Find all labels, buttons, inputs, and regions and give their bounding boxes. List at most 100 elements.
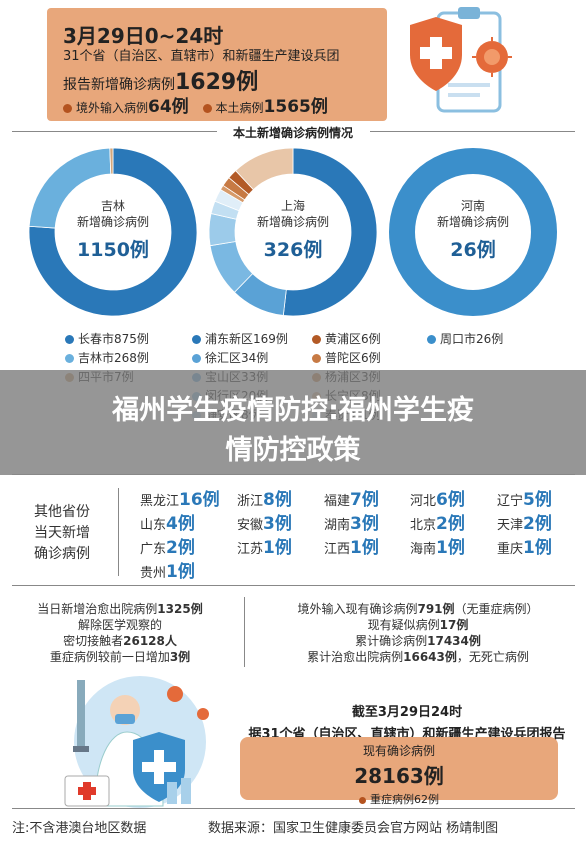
legend-label: 周口市26例 <box>440 332 504 346</box>
province-name: 海南 <box>410 542 437 557</box>
divider <box>370 131 575 132</box>
virus-icon <box>167 686 183 702</box>
legend-item: 浦东新区169例 <box>192 330 288 349</box>
new-cases-label: 报告新增确诊病例 <box>63 77 175 93</box>
legend-dot-icon <box>427 335 436 344</box>
legend-label: 普陀区6例 <box>325 351 381 365</box>
province-value: 4例 <box>166 514 195 534</box>
province-value: 16例 <box>179 490 220 510</box>
province-value: 1例 <box>436 538 465 558</box>
severe-increase-value: 3例 <box>169 650 191 664</box>
province-item: 江西1例 <box>324 533 379 558</box>
donut-center-label: 上海 <box>281 198 305 213</box>
province-value: 2例 <box>436 514 465 534</box>
overlay-title-line1: 福州学生疫情防控:福州学生疫 <box>112 395 474 426</box>
section-title: 本土新增确诊病例情况 <box>232 126 353 140</box>
imported-dot-icon <box>63 104 72 113</box>
vial-icon <box>181 778 191 804</box>
stats-left: 当日新增治愈出院病例1325例 解除医学观察的 密切接触者26128人 重症病例… <box>37 602 203 664</box>
province-value: 5例 <box>523 490 552 510</box>
imported-label: 境外输入病例 <box>76 101 149 115</box>
legend-label: 浦东新区169例 <box>205 332 288 346</box>
cured-today-value: 1325例 <box>157 602 203 616</box>
donut-slice-其他 <box>235 147 294 191</box>
legend-item: 普陀区6例 <box>312 349 381 368</box>
province-value: 3例 <box>263 514 292 534</box>
stats-right: 境外输入现有确诊病例791例（无重症病例） 现有疑似病例17例 累计确诊病例17… <box>297 602 539 664</box>
donut-slice-长春市 <box>28 147 198 317</box>
donut-center-value: 1150例 <box>77 238 149 261</box>
donut-slice-四平市 <box>109 147 114 175</box>
province-value: 8例 <box>263 490 292 510</box>
province-name: 广东 <box>140 542 167 557</box>
divider <box>118 488 119 576</box>
province-item: 浙江8例 <box>237 485 292 510</box>
current-cases-box: 现有确诊病例 28163例 重症病例62例 <box>240 737 558 806</box>
new-cases-total: 1629例 <box>175 70 259 95</box>
legend-dot-icon <box>312 354 321 363</box>
local-label: 本土病例 <box>215 101 264 115</box>
legend-label: 长春市875例 <box>78 332 149 346</box>
legend-dot-icon <box>65 335 74 344</box>
province-value: 6例 <box>436 490 465 510</box>
divider <box>12 585 575 586</box>
donut-center-label: 吉林 <box>101 199 125 213</box>
province-name: 北京 <box>410 518 437 533</box>
province-item: 黑龙江16例 <box>140 485 220 510</box>
released-contacts-value: 26128人 <box>123 634 177 648</box>
province-value: 2例 <box>166 538 195 558</box>
province-item: 湖南3例 <box>324 509 379 534</box>
severe-dot-icon <box>359 796 366 804</box>
province-value: 1例 <box>166 562 195 582</box>
donut-slice-周口市 <box>389 148 557 316</box>
legend-item: 周口市26例 <box>427 330 503 349</box>
province-name: 天津 <box>497 518 524 533</box>
donut-center-label: 新增确诊病例 <box>437 214 509 229</box>
legend-henan: 周口市26例 <box>427 330 503 349</box>
province-item: 重庆1例 <box>497 533 552 558</box>
divider <box>12 131 217 132</box>
current-cases-value: 28163例 <box>354 764 444 788</box>
header-summary-box: 3月29日0~24时 31个省（自治区、直辖市）和新疆生产建设兵团 报告新增确诊… <box>47 8 387 121</box>
province-item: 北京2例 <box>410 509 465 534</box>
province-value: 2例 <box>523 514 552 534</box>
legend-dot-icon <box>192 335 201 344</box>
province-name: 重庆 <box>497 542 524 557</box>
virus-icon <box>197 708 209 720</box>
legend-label: 黄浦区6例 <box>325 332 381 346</box>
donut-slice-浦东新区 <box>282 147 378 317</box>
breakdown-line: 境外输入病例64例 本土病例1565例 <box>63 92 328 117</box>
province-name: 黑龙江 <box>140 494 180 509</box>
donut-center-label: 新增确诊病例 <box>257 214 329 229</box>
province-item: 海南1例 <box>410 533 465 558</box>
divider <box>12 474 575 475</box>
province-name: 江西 <box>324 542 351 557</box>
vial-icon <box>167 782 177 804</box>
province-item: 河北6例 <box>410 485 465 510</box>
legend-dot-icon <box>192 354 201 363</box>
local-value: 1565例 <box>263 97 328 117</box>
new-cases-line: 报告新增确诊病例1629例 <box>63 64 258 96</box>
overlay-title-line2: 情防控政策 <box>225 435 361 466</box>
local-dot-icon <box>202 104 212 113</box>
donut-center-value: 326例 <box>264 238 323 261</box>
severe-cases: 重症病例62例 <box>370 793 439 806</box>
province-item: 贵州1例 <box>140 557 195 582</box>
imported-value: 64例 <box>148 97 189 117</box>
province-name: 河北 <box>410 494 437 509</box>
donut-center-value: 26例 <box>450 238 495 261</box>
legend-item: 徐汇区34例 <box>192 349 288 368</box>
scope-text: 31个省（自治区、直辖市）和新疆生产建设兵团 <box>63 49 340 64</box>
donut-center-label: 新增确诊病例 <box>77 214 149 229</box>
province-item: 广东2例 <box>140 533 195 558</box>
legend-dot-icon <box>65 354 74 363</box>
other-provinces-label: 其他省份 当天新增 确诊病例 <box>34 504 90 562</box>
province-value: 1例 <box>523 538 552 558</box>
province-name: 浙江 <box>237 494 264 509</box>
legend-dot-icon <box>312 335 321 344</box>
article-title-overlay: 福州学生疫情防控:福州学生疫 情防控政策 <box>0 370 586 475</box>
deadline-text: 截至3月29日24时 据31个省（自治区、直辖市）和新疆生产建设兵团报告 <box>248 705 566 742</box>
province-name: 福建 <box>324 494 351 509</box>
province-item: 辽宁5例 <box>497 485 552 510</box>
